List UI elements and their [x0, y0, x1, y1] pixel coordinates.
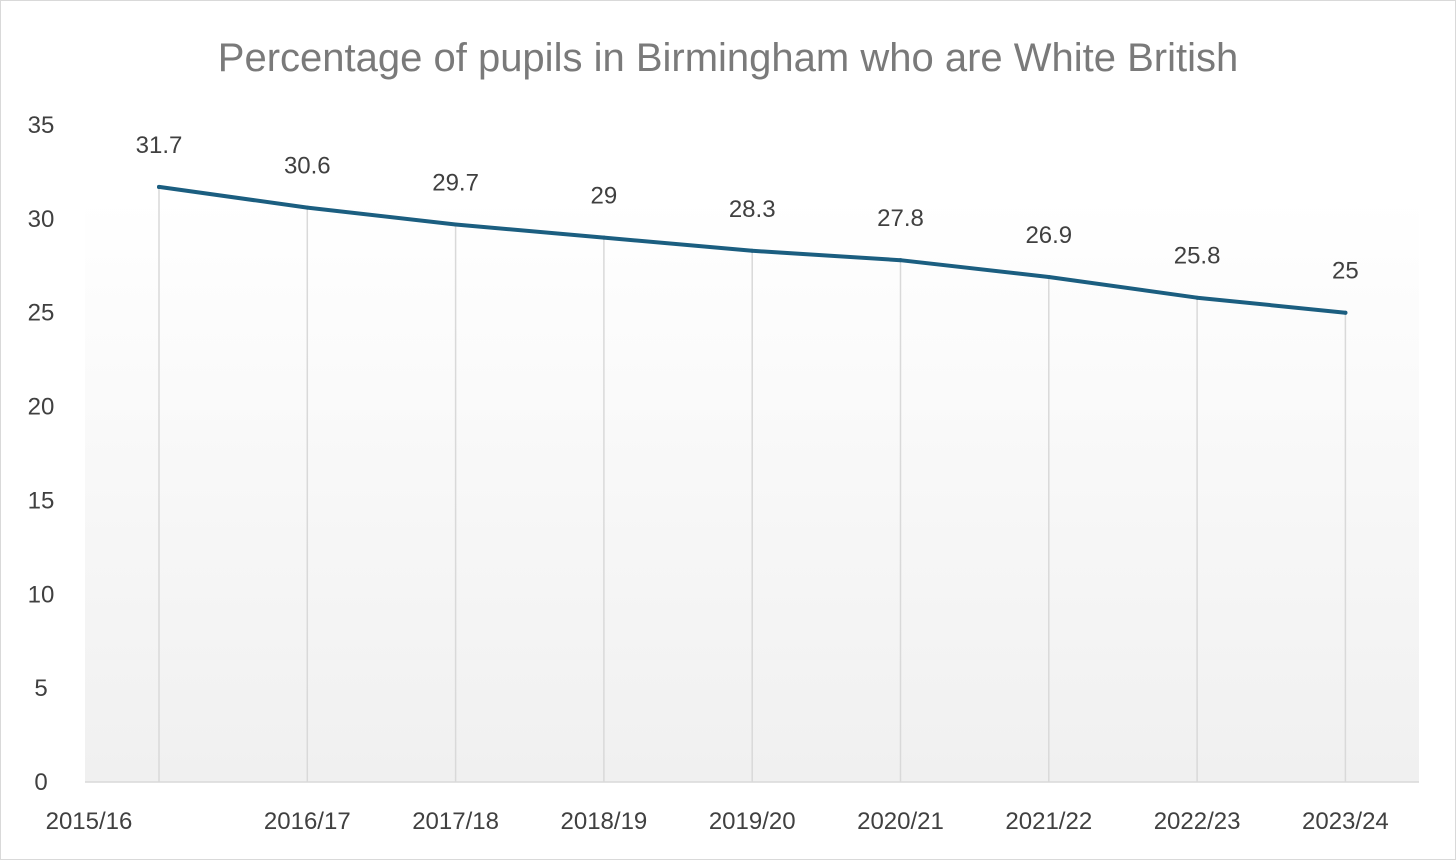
data-label: 28.3	[729, 196, 776, 223]
x-tick-label: 2019/20	[709, 808, 796, 835]
data-point	[898, 258, 903, 263]
data-label: 26.9	[1025, 222, 1072, 249]
series-layer	[157, 184, 1348, 315]
data-point	[1343, 310, 1348, 315]
data-label: 25.8	[1174, 243, 1221, 270]
x-tick-label: 2023/24	[1302, 808, 1389, 835]
data-label: 31.7	[136, 132, 183, 159]
x-tick-label: 2021/22	[1005, 808, 1092, 835]
y-tick-label: 5	[34, 675, 47, 702]
y-tick-label: 30	[28, 206, 55, 233]
data-point	[453, 222, 458, 227]
data-label: 29	[591, 183, 618, 210]
data-label: 25	[1332, 258, 1359, 285]
x-tick-label: 2016/17	[264, 808, 351, 835]
y-tick-label: 15	[28, 487, 55, 514]
data-label: 27.8	[877, 205, 924, 232]
y-tick-label: 35	[28, 112, 55, 139]
data-point	[601, 235, 606, 240]
y-tick-label: 0	[34, 769, 47, 796]
x-tick-label: 2015/16	[46, 808, 133, 835]
data-point	[1195, 295, 1200, 300]
x-axis-ticks: 2015/16 2016/17 2017/18 2018/19 2019/20 2020/…	[46, 808, 1389, 835]
data-point	[1046, 275, 1051, 280]
x-tick-label: 2020/21	[857, 808, 944, 835]
data-point	[305, 205, 310, 210]
x-tick-label: 2017/18	[412, 808, 499, 835]
y-tick-label: 10	[28, 581, 55, 608]
data-label: 29.7	[432, 169, 479, 196]
x-tick-label: 2018/19	[561, 808, 648, 835]
gridlines	[158, 186, 1347, 782]
y-axis-ticks: 0 5 10 15 20 25 30 35	[28, 112, 55, 796]
data-label: 30.6	[284, 153, 331, 180]
y-tick-label: 25	[28, 300, 55, 327]
data-labels: 31.7 30.6 29.7 29 28.3 27.8 26.9 25.8 25	[136, 132, 1359, 285]
y-tick-label: 20	[28, 394, 55, 421]
data-point	[750, 248, 755, 253]
x-tick-label: 2022/23	[1154, 808, 1241, 835]
chart-title: Percentage of pupils in Birmingham who a…	[218, 36, 1238, 80]
data-point	[157, 184, 161, 189]
